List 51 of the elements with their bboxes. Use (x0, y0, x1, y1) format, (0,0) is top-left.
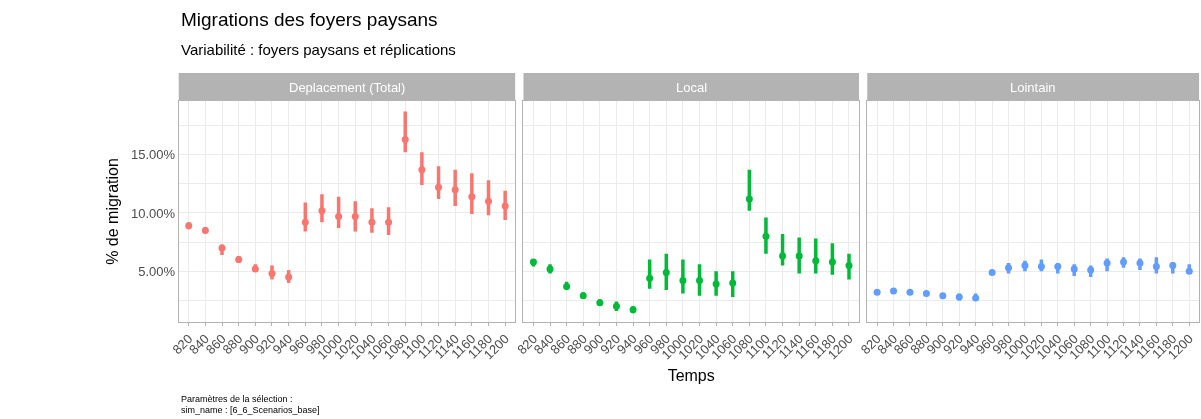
point (1185, 267, 1193, 275)
point (385, 218, 393, 226)
y-tick-label: 15.00% (131, 147, 176, 163)
point (679, 277, 687, 285)
point (468, 193, 476, 201)
point (845, 261, 853, 269)
point (1021, 261, 1029, 269)
point (712, 280, 720, 288)
point (1169, 261, 1177, 269)
point (451, 186, 459, 194)
point (729, 279, 737, 287)
chart-title: Local (676, 80, 708, 95)
x-axis-title: Temps (667, 366, 715, 384)
point (435, 183, 443, 191)
point (485, 197, 492, 205)
text: sim_name : [6_6_Scenarios_base] (181, 405, 320, 415)
text: Migrations des foyers paysans (181, 9, 438, 30)
point (662, 268, 670, 276)
y-tick-label: 5.00% (138, 263, 176, 279)
point (351, 212, 359, 220)
text: Variabilité : foyers paysans et réplications (181, 41, 456, 58)
point (779, 252, 787, 260)
point (268, 270, 276, 278)
point (696, 277, 704, 285)
point (1152, 263, 1160, 271)
point (418, 166, 426, 174)
point (335, 212, 343, 220)
point (1054, 263, 1062, 271)
point (745, 195, 753, 203)
point (646, 274, 654, 282)
y-tick-label: 10.00% (131, 205, 176, 221)
point (218, 244, 226, 252)
point (812, 257, 820, 265)
y-axis-title: % de migration (103, 158, 121, 265)
point (401, 135, 409, 143)
point (1070, 265, 1078, 273)
point (368, 218, 376, 226)
point (285, 273, 293, 281)
point (1136, 259, 1144, 267)
point (1103, 259, 1111, 267)
point (1037, 263, 1045, 271)
point (501, 202, 509, 210)
point (795, 252, 803, 260)
text: Paramètres de la sélection : (181, 394, 293, 404)
point (301, 218, 309, 226)
chart-title: Deplacement (Total) (289, 80, 406, 95)
point (1087, 266, 1095, 274)
point (762, 232, 770, 240)
point (828, 258, 836, 266)
chart-title: Lointain (1010, 80, 1056, 95)
point (318, 207, 326, 215)
